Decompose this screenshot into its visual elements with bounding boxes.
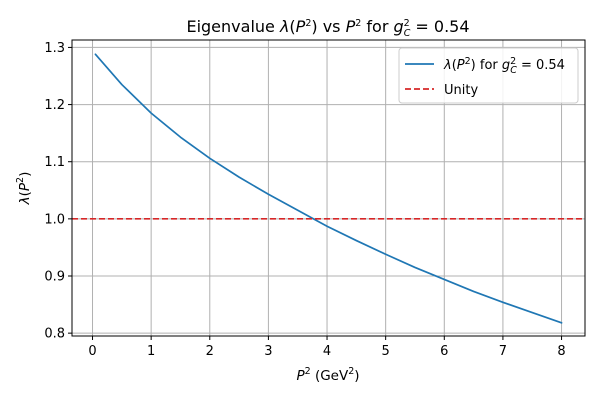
x-tick-label: 6 — [440, 344, 448, 359]
y-tick-labels: 0.8 0.9 1.0 1.1 1.2 1.3 — [44, 41, 65, 342]
y-tick-label: 1.3 — [44, 41, 65, 56]
x-tick-label: 8 — [557, 344, 565, 359]
chart-title: Eigenvalue λ(P2) vs P2 for g2 C = 0.54 — [186, 17, 469, 39]
y-axis-title: λ(P2) — [15, 172, 33, 206]
x-tick-label: 0 — [88, 344, 96, 359]
legend: λ(P2) for g2 C = 0.54 Unity — [398, 47, 579, 104]
y-tick-label: 1.1 — [44, 155, 65, 170]
x-axis-title: P2 (GeV2) — [296, 366, 359, 384]
axes-frame — [71, 39, 586, 337]
x-tick-label: 5 — [382, 344, 390, 359]
x-tick-label: 7 — [499, 344, 507, 359]
legend-label-unity: Unity — [444, 83, 478, 98]
legend-label-lambda: λ(P2) for g2 C = 0.54 — [443, 56, 565, 76]
y-tick-label: 1.2 — [44, 98, 65, 113]
series-layer — [72, 53, 585, 324]
legend-box — [398, 47, 579, 104]
y-tick-label: 0.8 — [44, 327, 65, 342]
x-tick-label: 2 — [206, 344, 214, 359]
x-tick-labels: 0 1 2 3 4 5 6 7 8 — [88, 344, 565, 359]
series-line-lambda — [94, 53, 563, 324]
x-tick-label: 3 — [264, 344, 272, 359]
tick-marks — [68, 46, 563, 340]
x-tick-label: 1 — [147, 344, 155, 359]
y-tick-label: 1.0 — [44, 212, 65, 227]
y-tick-label: 0.9 — [44, 270, 65, 285]
x-tick-label: 4 — [323, 344, 331, 359]
